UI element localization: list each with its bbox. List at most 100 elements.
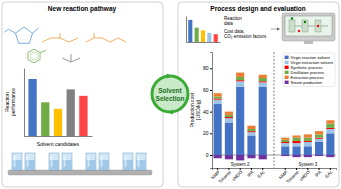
legend-label: Steam production: [291, 80, 322, 85]
bar-segment: [315, 142, 323, 155]
pipe: [295, 26, 302, 27]
tick: sMDO: [298, 168, 311, 182]
bar-segment: [292, 155, 300, 157]
annotation: Solvent: [158, 87, 182, 94]
tick: Toluene: [285, 168, 300, 184]
axis-line: [210, 53, 213, 169]
tick: IPA: [314, 168, 322, 178]
bar-segment: [225, 122, 233, 155]
bar-segment: [247, 135, 255, 155]
tick: EAc: [324, 168, 334, 179]
beaker: [12, 153, 22, 170]
y-axis-title-line: [USD/kg]: [195, 99, 201, 120]
bar-segment: [247, 126, 255, 129]
tick: 0: [206, 152, 212, 158]
molecule-bond: [60, 33, 61, 38]
pipe: [321, 26, 328, 27]
y-axis: 0 20 40 60 80: [203, 53, 213, 169]
x-axis: [25, 136, 93, 137]
tick-label: IPA: [314, 170, 322, 178]
panel: [2, 2, 163, 187]
legend-swatch: [285, 56, 289, 59]
tick-label: sMDO: [231, 169, 244, 182]
bar: [188, 20, 192, 42]
y-axis: [186, 17, 187, 43]
tick: 20: [203, 130, 212, 136]
tick-label: Toluene: [285, 169, 300, 184]
tick-mark: [210, 155, 212, 156]
x-axis-title: Solvent candidates: [37, 141, 80, 147]
bar: [54, 109, 62, 136]
annotation: System 3: [298, 162, 317, 167]
tick-label: Toluene: [217, 169, 232, 184]
molecule-chain: [42, 38, 78, 42]
tick-label: 20: [203, 130, 209, 136]
monitor-body: [282, 13, 335, 41]
tick-mark: [210, 90, 212, 91]
bar-segment: [281, 138, 289, 140]
bar-segment: [326, 128, 334, 129]
bar-segment: [326, 129, 334, 133]
beaker: [123, 153, 133, 170]
bar-segment: [292, 138, 300, 141]
tick: 80: [203, 65, 212, 71]
tick-label: 40: [203, 109, 209, 115]
bar-segment: [236, 87, 244, 155]
beaker-highlight: [88, 156, 90, 167]
bar-segment: [225, 115, 233, 117]
axis-line: [25, 136, 93, 137]
legend-swatch: [285, 66, 289, 69]
bar: [201, 30, 205, 42]
bar-segment: [292, 146, 300, 155]
tick-label: 80: [203, 65, 209, 71]
figure: New reaction pathway Solvent candidates Re…: [0, 0, 341, 189]
molecule-bond: [4, 29, 15, 33]
tick: Toluene: [217, 168, 232, 184]
molecules: [4, 27, 126, 63]
arrow: [271, 29, 278, 30]
axis-line: [187, 42, 221, 43]
panel: [178, 2, 339, 187]
bar-segment: [214, 96, 222, 98]
bar-segment: [315, 139, 323, 142]
valve: [298, 30, 300, 32]
bar-segment: [326, 124, 334, 128]
group-separator: [274, 52, 275, 168]
bar-segment: [304, 142, 312, 146]
monitor: [282, 13, 335, 44]
axis-line: [24, 69, 25, 137]
vessel: [315, 20, 321, 32]
bar-segment: [259, 155, 267, 159]
vessel: [302, 20, 308, 32]
valve: [304, 21, 306, 23]
legend-box: [283, 53, 335, 87]
bar-segment: [281, 140, 289, 142]
bar-segment: [304, 138, 312, 141]
tick: IPA: [246, 168, 254, 178]
annotation: Cost data,CO₂ emission factors: [224, 29, 267, 39]
bar-segment: [214, 155, 222, 158]
monitor-screen: [285, 16, 332, 36]
molecule-bond: [40, 51, 46, 53]
title: New reaction pathway: [48, 5, 117, 13]
bar-segment: [236, 80, 244, 81]
beakers: [8, 153, 152, 175]
bar-segment: [304, 155, 312, 157]
bar: [207, 33, 211, 42]
bar-segment: [315, 155, 323, 156]
beaker: [62, 153, 72, 170]
bar-segment: [326, 120, 334, 123]
annotation: Reactiondata: [224, 16, 242, 26]
molecule-ring: [15, 27, 32, 43]
valve: [291, 17, 293, 19]
bar-segment: [315, 138, 323, 139]
tick: EAc: [257, 168, 267, 179]
tick-mark: [210, 133, 212, 134]
bar: [195, 28, 199, 42]
x-axis: [187, 42, 221, 43]
bar-segment: [214, 93, 222, 96]
bar-segment: [225, 112, 233, 115]
bar: [41, 102, 49, 136]
selection-circle: [152, 74, 188, 115]
tick-label: 60: [203, 87, 209, 93]
